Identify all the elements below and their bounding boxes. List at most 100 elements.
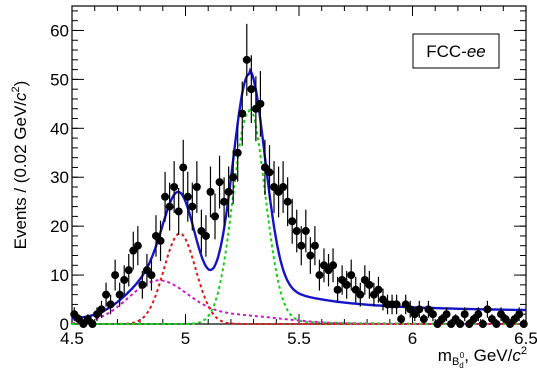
- data-point: [415, 300, 424, 318]
- data-point: [315, 259, 324, 291]
- point-marker: [279, 183, 288, 192]
- point-marker: [310, 241, 319, 250]
- data-point: [474, 307, 483, 322]
- point-marker: [292, 227, 301, 236]
- data-point: [301, 209, 310, 253]
- data-point: [306, 237, 315, 274]
- data-point: [292, 209, 301, 253]
- data-point: [329, 248, 338, 283]
- data-point: [347, 259, 356, 291]
- point-marker: [102, 290, 111, 299]
- point-marker: [329, 261, 338, 270]
- experiment-badge: FCC-ee: [412, 33, 500, 69]
- y-tick-label: 0: [60, 315, 69, 334]
- point-marker: [115, 290, 124, 299]
- point-marker: [519, 320, 528, 328]
- data-point: [342, 271, 351, 299]
- data-point: [279, 161, 288, 213]
- data-point: [297, 226, 306, 266]
- point-marker: [333, 285, 342, 294]
- data-point: [165, 182, 174, 231]
- x-tick-label: 6.5: [514, 329, 537, 348]
- background-curve: [71, 279, 526, 325]
- data-point: [274, 166, 283, 218]
- data-point: [365, 271, 374, 299]
- point-marker: [138, 280, 147, 289]
- data-point: [229, 150, 238, 205]
- data-point: [188, 182, 197, 231]
- data-point: [478, 319, 487, 328]
- point-marker: [301, 227, 310, 236]
- data-point: [519, 319, 528, 328]
- data-point: [211, 193, 220, 240]
- point-marker: [179, 163, 188, 172]
- y-tick-label: 20: [50, 217, 69, 236]
- point-marker: [215, 178, 224, 187]
- point-marker: [428, 310, 437, 319]
- badge-box: [412, 33, 500, 69]
- point-marker: [478, 320, 487, 328]
- data-point: [183, 171, 192, 222]
- data-point: [120, 265, 129, 295]
- point-marker: [161, 192, 170, 201]
- point-marker: [460, 310, 469, 319]
- point-marker: [97, 305, 106, 314]
- data-point: [129, 231, 138, 270]
- data-point: [333, 276, 342, 303]
- point-marker: [170, 183, 179, 192]
- data-point: [483, 300, 492, 318]
- data-point: [356, 282, 365, 307]
- x-tick-label: 5.5: [287, 329, 311, 348]
- total-fit-curve: [71, 67, 526, 320]
- point-marker: [342, 280, 351, 289]
- y-tick-label: 60: [50, 21, 69, 40]
- point-marker: [206, 187, 215, 196]
- point-marker: [188, 202, 197, 211]
- badge-label: FCC-ee: [426, 42, 486, 61]
- point-marker: [111, 271, 120, 280]
- point-marker: [106, 300, 115, 309]
- data-point: [111, 259, 120, 291]
- point-marker: [315, 271, 324, 280]
- point-marker: [483, 305, 492, 314]
- data-point: [492, 319, 501, 328]
- data-point: [138, 271, 147, 299]
- y-tick-label: 30: [50, 168, 69, 187]
- point-marker: [419, 315, 428, 324]
- data-point: [115, 282, 124, 307]
- data-point: [428, 307, 437, 322]
- point-marker: [229, 173, 238, 182]
- data-points: [70, 23, 528, 328]
- data-point: [397, 314, 406, 324]
- point-marker: [233, 148, 242, 157]
- x-tick-label: 6: [408, 329, 417, 348]
- data-point: [324, 253, 333, 287]
- data-point: [233, 123, 242, 182]
- point-marker: [211, 212, 220, 221]
- data-point: [310, 226, 319, 266]
- data-point: [97, 300, 106, 318]
- data-point: [192, 161, 201, 213]
- point-marker: [238, 109, 247, 118]
- data-point: [156, 220, 165, 262]
- x-axis-title: mBd0, GeV/c2: [438, 345, 527, 370]
- tick-group: 4.5 5 5.5 6 6.5 0 10 20 30 40 50 60: [50, 6, 537, 348]
- point-marker: [147, 271, 156, 280]
- x-tick-label: 5: [181, 329, 190, 348]
- data-point: [265, 145, 274, 200]
- point-marker: [456, 320, 465, 328]
- point-marker: [474, 310, 483, 319]
- data-point: [283, 177, 292, 227]
- point-marker: [247, 85, 256, 94]
- data-point: [374, 276, 383, 303]
- point-marker: [265, 168, 274, 177]
- point-marker: [156, 236, 165, 245]
- point-marker: [397, 315, 406, 324]
- data-point: [170, 161, 179, 213]
- data-point: [442, 307, 451, 322]
- data-point: [215, 155, 224, 209]
- y-axis-title: Events / (0.02 GeV/c2): [10, 81, 30, 250]
- y-tick-label: 40: [50, 119, 69, 138]
- data-point: [201, 215, 210, 257]
